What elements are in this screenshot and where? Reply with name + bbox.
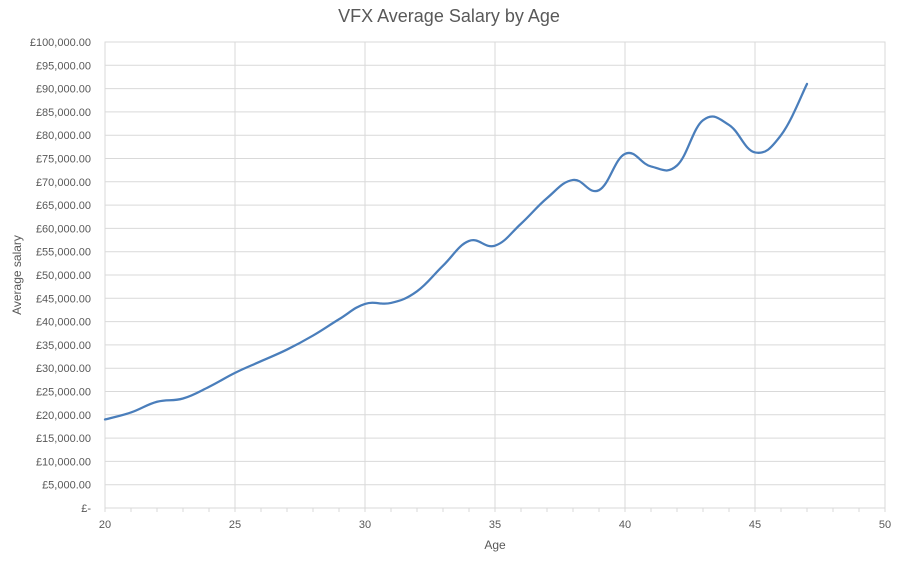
y-tick-label: £30,000.00 bbox=[36, 363, 91, 375]
y-tick-label: £80,000.00 bbox=[36, 130, 91, 142]
x-tick-label: 30 bbox=[359, 519, 371, 531]
y-axis-title: Average salary bbox=[10, 235, 24, 315]
y-tick-label: £15,000.00 bbox=[36, 433, 91, 445]
y-tick-label: £95,000.00 bbox=[36, 60, 91, 72]
x-tick-label: 45 bbox=[749, 519, 761, 531]
x-tick-label: 25 bbox=[229, 519, 241, 531]
y-tick-label: £40,000.00 bbox=[36, 317, 91, 329]
x-tick-label: 50 bbox=[879, 519, 891, 531]
x-tick-label: 20 bbox=[99, 519, 111, 531]
chart-title: VFX Average Salary by Age bbox=[338, 6, 560, 26]
series-layer bbox=[103, 82, 809, 421]
y-tick-label: £35,000.00 bbox=[36, 340, 91, 352]
y-tick-label: £90,000.00 bbox=[36, 84, 91, 96]
y-tick-label: £5,000.00 bbox=[42, 480, 91, 492]
x-axis-title: Age bbox=[484, 538, 506, 552]
y-tick-label: £85,000.00 bbox=[36, 107, 91, 119]
y-tick-label: £25,000.00 bbox=[36, 387, 91, 399]
y-tick-label: £60,000.00 bbox=[36, 223, 91, 235]
y-tick-label: £55,000.00 bbox=[36, 247, 91, 259]
x-tick-label: 35 bbox=[489, 519, 501, 531]
tick-labels: £- £5,000.00 £10,000.00 £15,000.00 £20,000.0… bbox=[30, 37, 891, 531]
y-tick-label: £- bbox=[81, 503, 91, 515]
y-tick-label: £75,000.00 bbox=[36, 154, 91, 166]
plot-border bbox=[104, 41, 886, 509]
y-tick-label: £100,000.00 bbox=[30, 37, 91, 49]
y-tick-label: £70,000.00 bbox=[36, 177, 91, 189]
y-tick-label: £45,000.00 bbox=[36, 293, 91, 305]
series-line bbox=[103, 82, 809, 421]
y-tick-label: £10,000.00 bbox=[36, 456, 91, 468]
x-tick-label: 40 bbox=[619, 519, 631, 531]
y-tick-label: £65,000.00 bbox=[36, 200, 91, 212]
y-tick-label: £20,000.00 bbox=[36, 410, 91, 422]
y-tick-label: £50,000.00 bbox=[36, 270, 91, 282]
gridlines bbox=[104, 41, 886, 512]
